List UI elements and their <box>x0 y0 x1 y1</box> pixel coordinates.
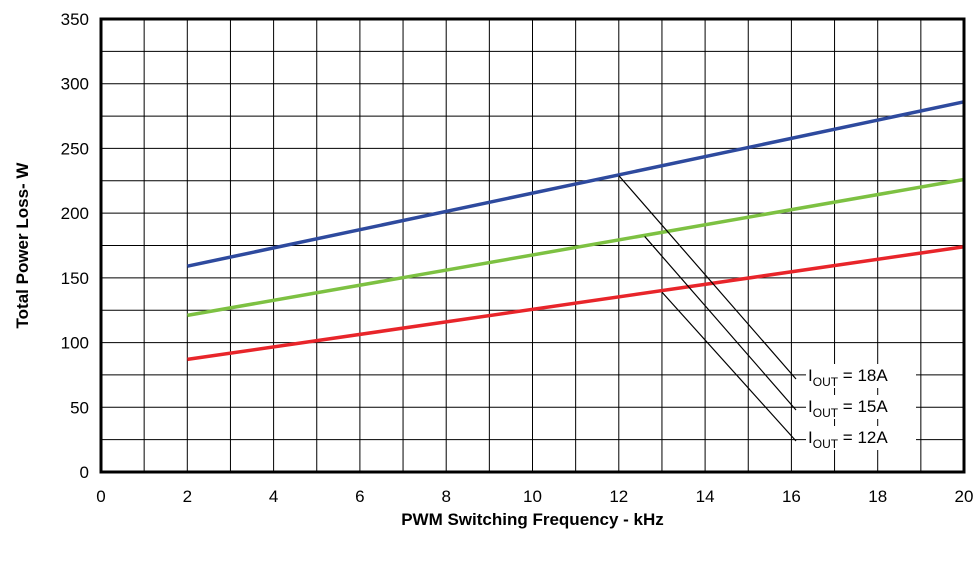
label-background <box>806 426 916 450</box>
series-label-main: I <box>808 397 813 416</box>
y-tick-labels: 0 50 100 150 200 250 300 350 <box>61 10 89 482</box>
series-line-2 <box>187 245 965 362</box>
x-tick-label: 8 <box>441 487 450 506</box>
y-tick-label: 300 <box>61 75 89 94</box>
leader-line <box>618 175 797 380</box>
series-lines <box>186 100 965 362</box>
y-axis-title: Total Power Loss- W <box>13 162 32 329</box>
x-tick-label: 20 <box>955 487 974 506</box>
x-tick-label: 0 <box>96 487 105 506</box>
x-tick-label: 10 <box>523 487 542 506</box>
x-tick-label: 12 <box>609 487 628 506</box>
series-label-value: = 12A <box>838 428 888 447</box>
y-tick-label: 350 <box>61 10 89 29</box>
series-label: IOUT = 12A <box>808 428 888 451</box>
x-tick-label: 4 <box>269 487 278 506</box>
series-label-value: = 15A <box>838 397 888 416</box>
leader-line <box>661 291 797 442</box>
y-tick-label: 250 <box>61 139 89 158</box>
leader-line <box>644 236 797 411</box>
y-tick-label: 100 <box>61 334 89 353</box>
x-tick-label: 18 <box>868 487 887 506</box>
series-label-value: = 18A <box>838 366 888 385</box>
series-label-subscript: OUT <box>813 406 839 420</box>
y-tick-label: 0 <box>80 463 89 482</box>
series-label: IOUT = 18A <box>808 366 888 389</box>
x-tick-label: 14 <box>696 487 715 506</box>
series-label-main: I <box>808 428 813 447</box>
series-label-subscript: OUT <box>813 375 839 389</box>
label-background <box>806 395 916 419</box>
series-label-subscript: OUT <box>813 437 839 451</box>
y-tick-label: 150 <box>61 269 89 288</box>
plot-frame <box>99 17 966 474</box>
x-tick-labels: 0 2 4 6 8 10 12 14 16 18 20 <box>96 487 973 506</box>
x-axis-title: PWM Switching Frequency - kHz <box>401 510 664 529</box>
series-line-0 <box>186 100 965 268</box>
series-line-1 <box>186 177 965 318</box>
y-tick-label: 50 <box>70 398 89 417</box>
series-label-main: I <box>808 366 813 385</box>
x-tick-label: 6 <box>355 487 364 506</box>
series-label: IOUT = 15A <box>808 397 888 420</box>
x-tick-label: 16 <box>782 487 801 506</box>
x-tick-label: 2 <box>183 487 192 506</box>
y-tick-label: 200 <box>61 204 89 223</box>
label-background <box>806 364 916 388</box>
